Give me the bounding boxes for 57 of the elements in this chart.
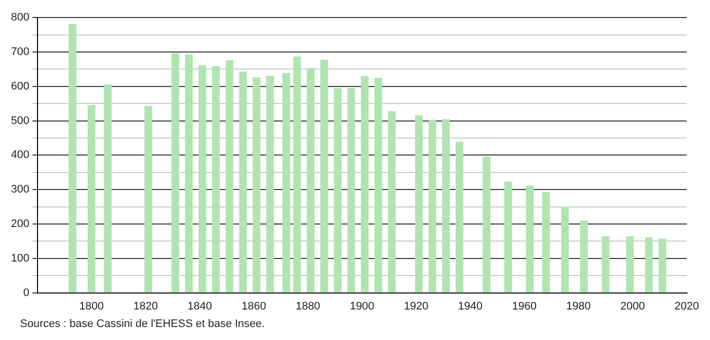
x-tick-label: 1900 <box>350 300 374 312</box>
x-tick-label: 1880 <box>296 300 320 312</box>
x-tick-label: 2000 <box>620 300 645 312</box>
bar <box>428 120 436 293</box>
bar <box>561 206 569 293</box>
bar <box>360 76 369 293</box>
x-tick-label: 1820 <box>133 300 158 312</box>
bar <box>504 182 512 293</box>
y-tick-label: 700 <box>10 46 30 58</box>
y-tick-label: 600 <box>10 80 30 92</box>
bar <box>172 53 180 293</box>
y-tick-label: 100 <box>10 252 30 264</box>
y-tick-label: 500 <box>10 114 30 127</box>
bar <box>88 104 96 293</box>
bar <box>282 73 290 293</box>
bar <box>104 84 112 293</box>
x-tick-label: 1980 <box>566 300 591 312</box>
bar <box>266 76 274 293</box>
bar <box>320 60 328 293</box>
y-tick-label: 400 <box>10 149 30 162</box>
bar <box>185 54 193 293</box>
bar <box>602 236 610 293</box>
bar <box>442 119 450 293</box>
bar <box>212 66 220 293</box>
bar <box>226 60 234 293</box>
bar <box>144 106 152 293</box>
x-tick-label: 1800 <box>79 300 104 312</box>
bar <box>542 192 550 293</box>
x-tick-label: 1920 <box>404 300 428 312</box>
x-tick-label: 1960 <box>512 300 537 312</box>
bar <box>456 142 464 293</box>
bar <box>645 237 653 293</box>
bar <box>252 77 260 293</box>
x-tick-label: 1860 <box>242 300 266 312</box>
source-note: Sources : base Cassini de l'EHESS et base Insee. <box>19 318 266 330</box>
bar <box>306 68 314 293</box>
y-tick-label: 0 <box>23 286 30 299</box>
bar <box>526 185 534 293</box>
bar <box>374 78 382 293</box>
x-tick-label: 1940 <box>458 300 483 312</box>
bar <box>580 220 588 293</box>
y-tick-label: 300 <box>10 184 30 196</box>
bar <box>658 238 666 293</box>
bar <box>626 236 634 293</box>
bar <box>198 65 206 293</box>
bar <box>347 88 356 293</box>
bar <box>68 24 76 293</box>
bar <box>415 115 423 293</box>
bar <box>239 72 247 293</box>
bar <box>482 156 490 293</box>
bar <box>388 111 396 293</box>
bar <box>334 88 342 293</box>
x-tick-label: 1840 <box>187 300 212 312</box>
x-tick-label: 2020 <box>674 300 700 312</box>
bar <box>293 56 301 293</box>
y-tick-label: 800 <box>10 12 30 24</box>
y-tick-label: 200 <box>10 218 30 230</box>
